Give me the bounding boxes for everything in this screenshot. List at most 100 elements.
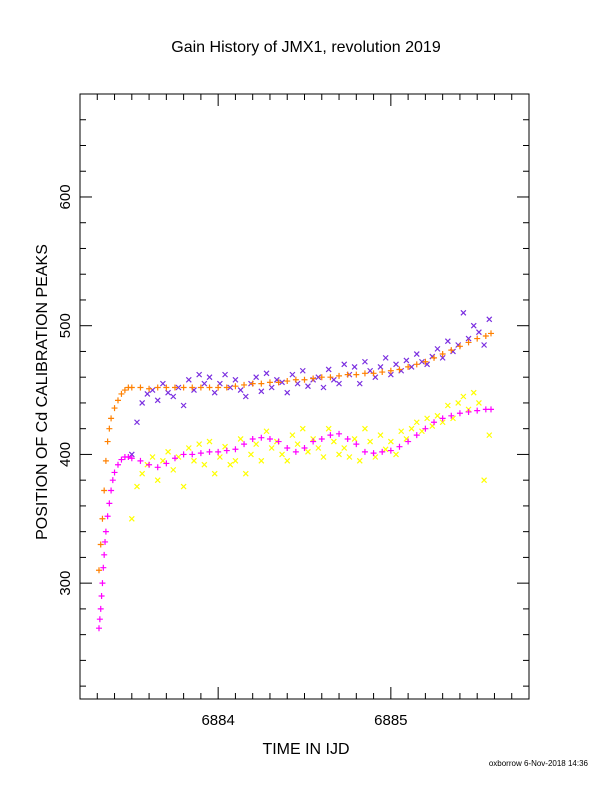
data-point — [211, 389, 218, 396]
data-point — [460, 393, 467, 400]
y-tick-label: 500 — [57, 313, 74, 338]
x-tick-label: 6885 — [374, 712, 407, 729]
data-point — [299, 367, 306, 374]
data-point — [460, 309, 467, 316]
data-point — [206, 374, 213, 381]
footer-credit: oxborrow 6-Nov-2018 14:36 — [489, 759, 589, 768]
data-point — [215, 384, 222, 391]
data-point — [180, 483, 187, 490]
data-point — [465, 408, 472, 415]
data-point — [470, 322, 477, 329]
data-point — [171, 455, 178, 462]
data-point — [455, 400, 462, 406]
data-point — [405, 438, 412, 445]
data-point — [431, 354, 438, 361]
data-point — [346, 454, 353, 460]
data-point — [405, 363, 412, 370]
data-point — [299, 425, 306, 432]
data-point — [486, 432, 493, 439]
data-point — [137, 457, 144, 464]
data-point — [444, 338, 451, 345]
data-point — [413, 351, 420, 357]
data-point — [154, 384, 161, 391]
data-point — [356, 380, 363, 387]
data-point — [121, 387, 128, 394]
data-point — [139, 470, 146, 477]
data-point — [448, 347, 455, 354]
x-axis-label: TIME IN IJD — [262, 741, 349, 758]
data-point — [211, 470, 218, 477]
data-point — [434, 345, 441, 352]
data-point — [289, 432, 296, 439]
data-point — [118, 390, 125, 397]
data-point — [146, 385, 153, 392]
data-point — [227, 461, 234, 468]
data-point — [98, 593, 105, 600]
tick-labels: 6884 6885 300 400 500 600 — [57, 184, 408, 729]
y-tick-label: 400 — [57, 442, 74, 467]
data-point — [232, 446, 239, 453]
data-point — [165, 448, 171, 455]
data-point — [403, 357, 410, 364]
data-point — [189, 451, 196, 458]
data-point — [100, 564, 107, 571]
data-point — [318, 435, 325, 442]
data-point — [104, 438, 111, 445]
data-point — [263, 428, 270, 435]
data-point — [422, 358, 429, 365]
y-tick-label: 300 — [57, 571, 74, 596]
data-point — [353, 441, 360, 448]
data-point — [419, 428, 425, 435]
data-point — [284, 444, 291, 451]
data-point — [102, 457, 109, 464]
data-point — [163, 460, 170, 467]
data-point — [481, 477, 488, 484]
data-point — [180, 451, 187, 458]
data-point — [95, 625, 102, 632]
data-point — [474, 407, 481, 414]
data-point — [305, 383, 311, 390]
data-point — [393, 361, 399, 368]
data-point — [292, 448, 299, 455]
data-point — [367, 367, 374, 374]
data-point — [216, 454, 223, 460]
data-point — [149, 454, 156, 460]
data-point — [197, 384, 204, 391]
data-point — [101, 551, 108, 558]
data-point — [258, 380, 265, 387]
data-point — [266, 435, 273, 442]
axis-ticks — [79, 93, 530, 699]
data-point — [232, 457, 239, 464]
data-point — [488, 406, 495, 413]
data-point — [268, 384, 275, 391]
data-point — [362, 425, 368, 432]
data-point — [159, 380, 166, 387]
data-point — [154, 397, 161, 404]
data-point — [196, 371, 203, 378]
data-point — [106, 425, 113, 432]
series-0 — [128, 309, 493, 458]
data-point — [242, 470, 249, 477]
data-point — [284, 457, 291, 464]
data-point — [96, 616, 103, 623]
data-point — [439, 351, 446, 358]
data-point — [144, 391, 151, 397]
data-marks — [95, 309, 495, 632]
data-point — [413, 432, 420, 439]
data-point — [482, 406, 489, 413]
data-point — [310, 438, 317, 445]
data-point — [379, 448, 386, 455]
data-point — [232, 383, 239, 390]
data-point — [165, 389, 171, 396]
data-point — [284, 389, 291, 396]
data-point — [336, 380, 342, 387]
data-point — [474, 335, 481, 342]
data-point — [170, 466, 177, 473]
data-point — [125, 454, 132, 460]
data-point — [268, 445, 275, 451]
data-point — [284, 378, 291, 385]
data-point — [488, 330, 495, 337]
data-point — [222, 371, 228, 378]
data-point — [128, 384, 135, 391]
